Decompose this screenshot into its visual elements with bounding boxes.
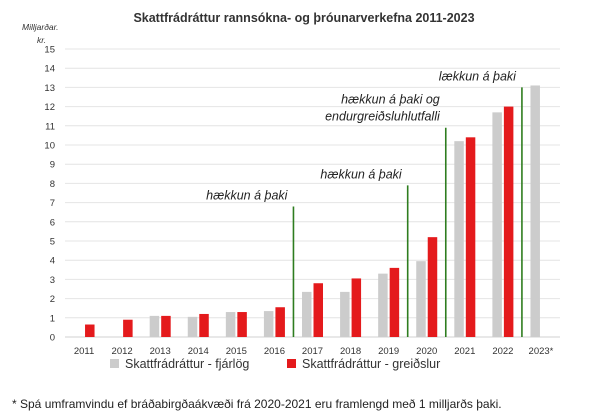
y-tick-label: 5 [50, 237, 55, 248]
bar-fjarlog-2013 [149, 315, 160, 337]
y-tick-label: 11 [45, 121, 55, 132]
y-tick-label: 12 [44, 102, 55, 113]
annotation-lines: hækkun á þaki hækkun á þaki hækkun á þaki … [206, 69, 523, 337]
bar-greidslur-2011 [85, 324, 95, 337]
bar-greidslur-2022 [503, 106, 514, 337]
y-tick-label: 6 [50, 217, 55, 228]
chart-title: Skattfrádráttur rannsókna- og þróunarver… [133, 11, 474, 25]
bar-fjarlog-2020 [416, 261, 426, 337]
legend-swatch [110, 359, 119, 368]
y-axis-unit-line-1: Milljarðar. [22, 22, 59, 32]
y-tick-label: 4 [50, 256, 55, 267]
x-tick-label: 2017 [302, 346, 323, 357]
x-tick-label: 2015 [226, 346, 247, 357]
gridlines [65, 48, 560, 338]
annotation-label: endurgreiðsluhlutfalli [325, 110, 441, 124]
bar-greidslur-2018 [351, 278, 362, 337]
bar-greidslur-2014 [199, 313, 209, 337]
bar-fjarlog-2018 [340, 291, 350, 337]
x-tick-label: 2016 [264, 346, 285, 357]
x-tick-label: 2011 [74, 346, 94, 357]
x-tick-label: 2020 [416, 346, 437, 357]
x-tick-label: 2019 [378, 346, 399, 357]
x-tick-label: 2021 [454, 346, 475, 357]
bar-fjarlog-2021 [454, 141, 464, 337]
bar-fjarlog-2016 [263, 311, 274, 337]
x-tick-label: 2012 [112, 346, 133, 357]
y-tick-label: 3 [50, 275, 55, 286]
footnote: * Spá umframvindu ef bráðabirgðaákvæði f… [12, 397, 502, 411]
bar-greidslur-2016 [275, 307, 285, 337]
bar-fjarlog-2022 [492, 112, 502, 337]
bar-greidslur-2021 [465, 137, 476, 337]
annotation-label: hækkun á þaki [320, 167, 403, 181]
x-tick-label: 2022 [492, 346, 513, 357]
bar-greidslur-2013 [161, 315, 171, 337]
annotation-label: lækkun á þaki [439, 69, 517, 83]
bar-greidslur-2020 [427, 237, 438, 337]
y-tick-label: 1 [50, 313, 55, 324]
y-tick-label: 0 [50, 333, 55, 344]
y-tick-label: 8 [50, 179, 55, 190]
bar-fjarlog-2017 [302, 291, 312, 337]
y-tick-label: 10 [44, 141, 55, 152]
bar-greidslur-2015 [237, 312, 247, 337]
legend: Skattfrádráttur - fjárlög Skattfrádráttur… [110, 357, 440, 371]
x-axis-ticks: 2011 2012 2013 2014 2015 2016 2017 2018 2019 2020… [74, 346, 554, 357]
bars [85, 85, 540, 337]
bar-greidslur-2017 [313, 283, 323, 337]
annotation-label: hækkun á þaki [206, 188, 289, 202]
bar-fjarlog-2014 [187, 316, 198, 337]
bar-fjarlog-2015 [225, 312, 236, 337]
bar-fjarlog-2023 [530, 85, 540, 337]
y-axis-unit-line-2: kr. [37, 35, 46, 45]
legend-swatch [287, 359, 296, 368]
legend-label: Skattfrádráttur - greiðslur [302, 357, 440, 371]
chart: Skattfrádráttur rannsókna- og þróunarver… [22, 11, 560, 371]
y-tick-label: 15 [44, 45, 55, 56]
y-tick-label: 14 [44, 64, 55, 75]
x-tick-label: 2023* [529, 346, 554, 357]
y-tick-label: 2 [50, 294, 55, 305]
x-tick-label: 2013 [150, 346, 171, 357]
y-tick-label: 7 [50, 198, 55, 209]
bar-fjarlog-2019 [378, 273, 388, 337]
annotation-label: hækkun á þaki og [341, 93, 440, 107]
x-tick-label: 2014 [188, 346, 209, 357]
y-tick-label: 13 [44, 83, 55, 94]
bar-greidslur-2012 [123, 319, 133, 337]
legend-label: Skattfrádráttur - fjárlög [125, 357, 249, 371]
x-tick-label: 2018 [340, 346, 361, 357]
bar-greidslur-2019 [389, 267, 400, 337]
y-tick-label: 9 [50, 160, 55, 171]
